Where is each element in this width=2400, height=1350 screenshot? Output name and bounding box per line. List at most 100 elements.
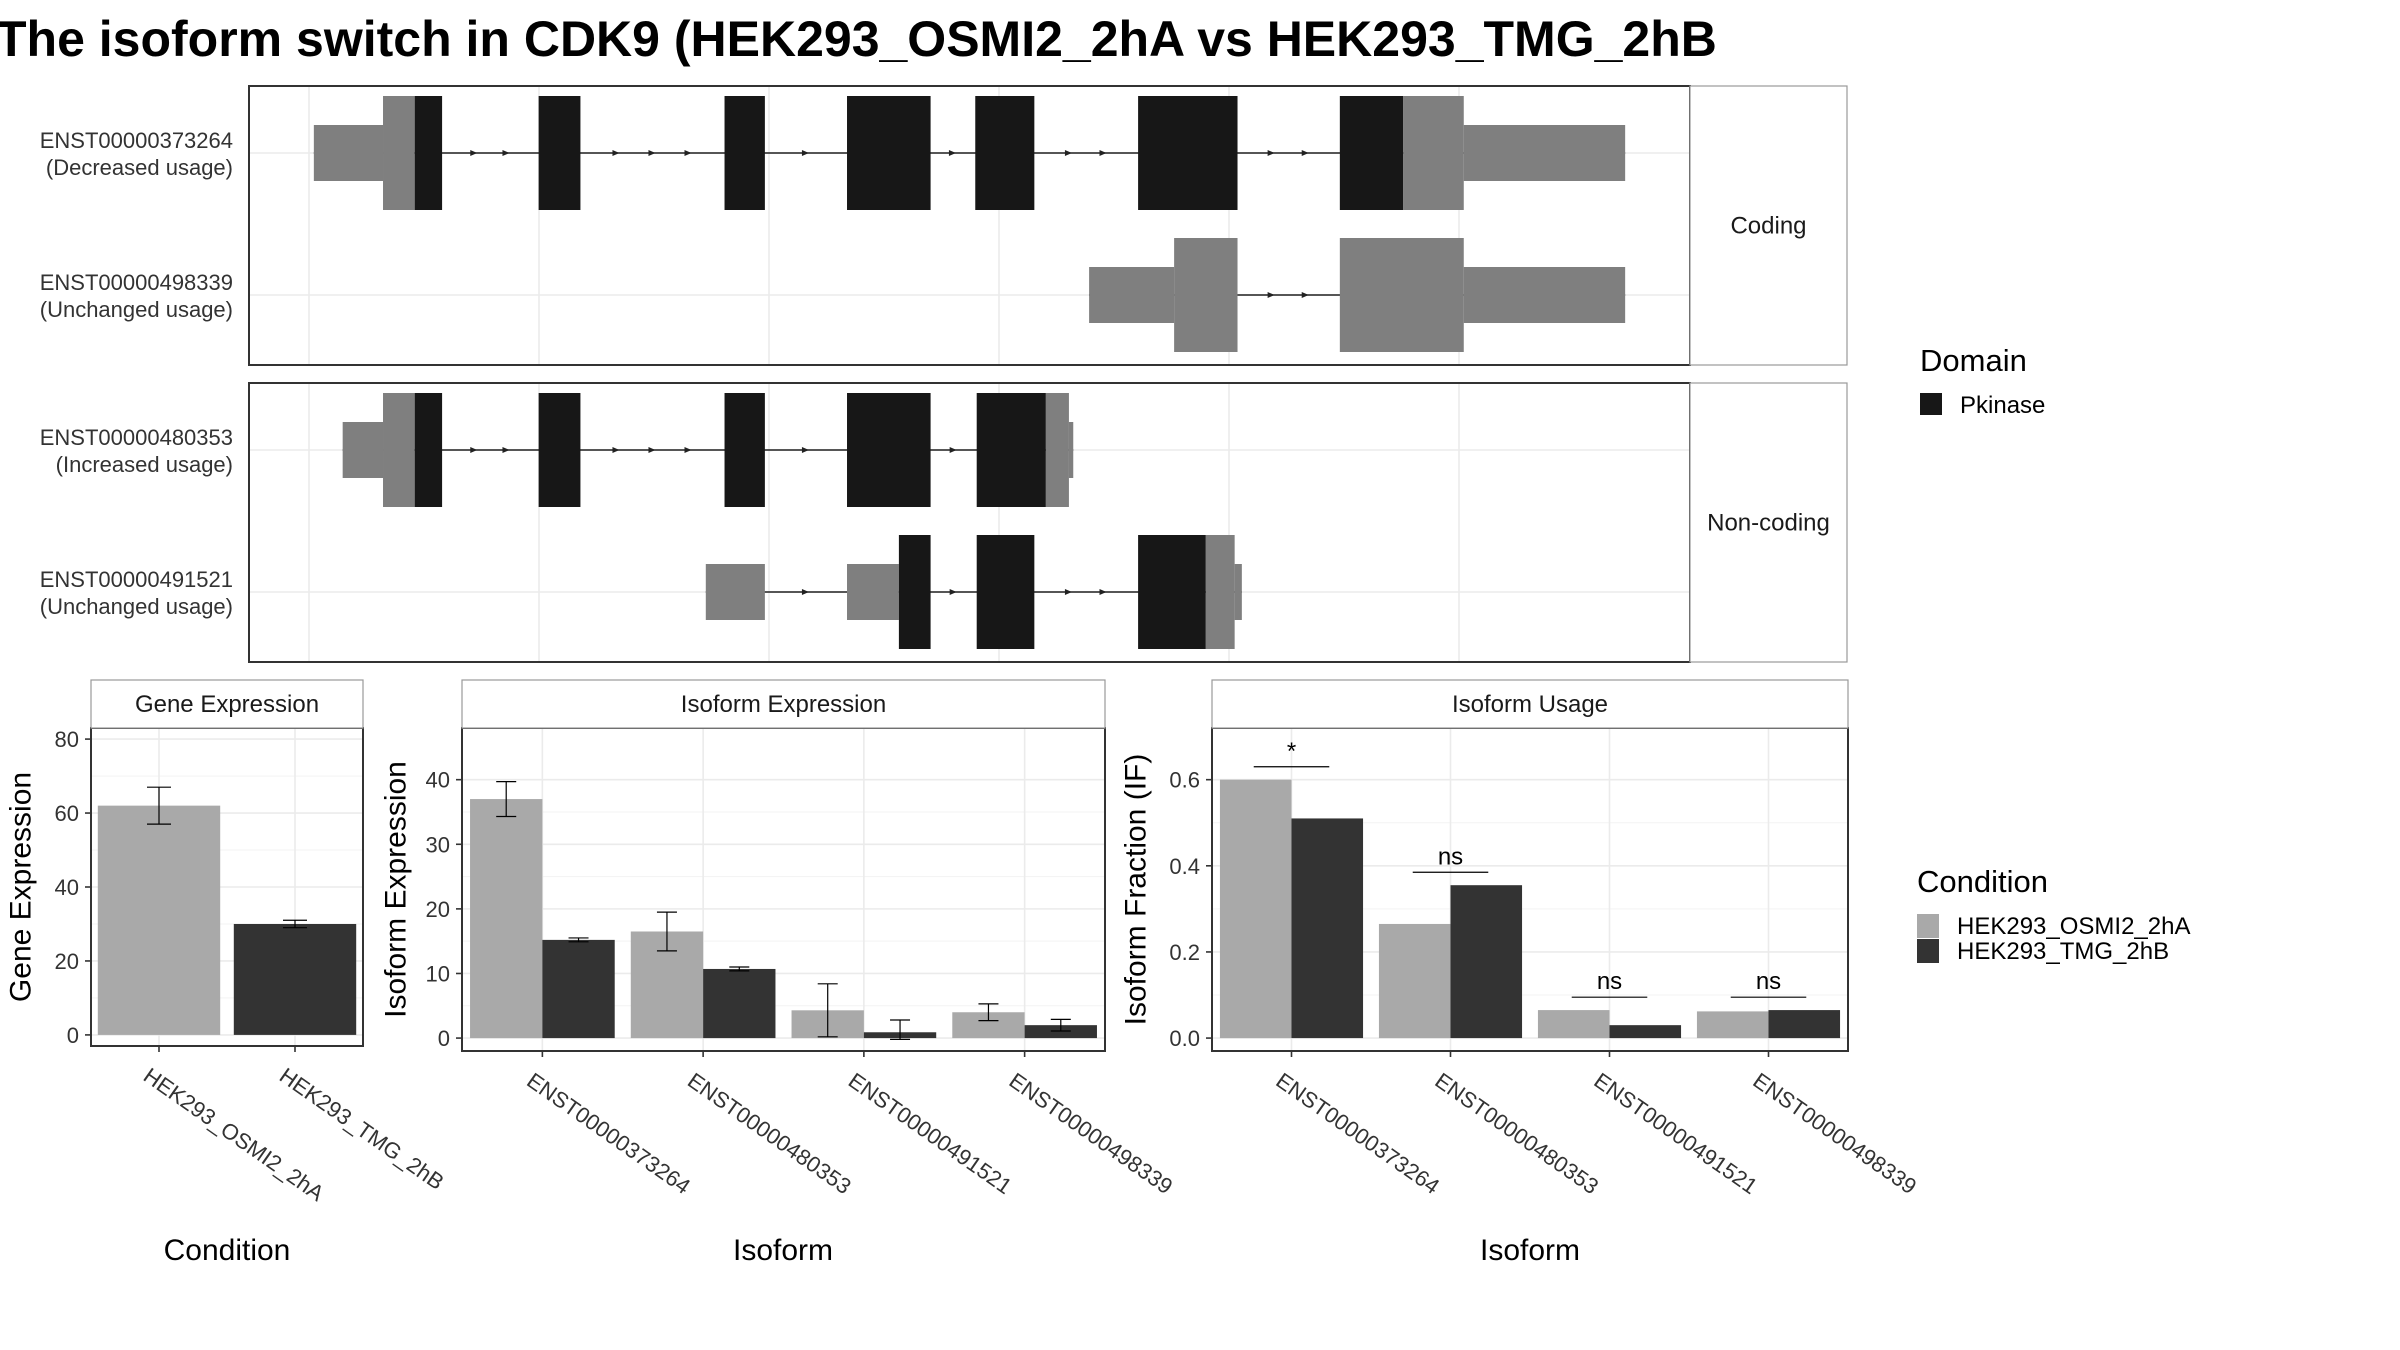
bar-ENST00000373264-series-1 (542, 939, 615, 1039)
x-axis-title: Isoform (733, 1234, 833, 1267)
transcript-ENST00000480353 (342, 393, 1074, 507)
intron-arrow (684, 447, 692, 453)
exon-utr (1339, 238, 1464, 352)
y-tick-label: 80 (55, 727, 79, 752)
intron-arrow (1064, 589, 1072, 595)
intron-arrow (801, 447, 809, 453)
significance-label: * (1287, 738, 1296, 765)
chart-1: 0 10 20 30 40 Isoform Expression ENST000003732… (380, 679, 1178, 1267)
exon-utr (1234, 564, 1242, 620)
transcript-usage-label: (Increased usage) (56, 452, 233, 477)
bar-ENST00000498339-series-0 (1696, 1011, 1769, 1039)
bar-ENST00000480353-series-1 (703, 968, 776, 1039)
exon-domain (538, 96, 581, 210)
transcript-ENST00000491521 (705, 535, 1242, 649)
x-axis-title: Isoform (1480, 1234, 1580, 1267)
x-tick-label: ENST00000498339 (1005, 1068, 1178, 1199)
y-tick-label: 60 (55, 801, 79, 826)
domain-legend-title: Domain (1920, 343, 2027, 378)
transcript-id-label: ENST00000491521 (40, 567, 233, 592)
domain-legend-label: Pkinase (1960, 392, 2045, 419)
intron-arrow (648, 150, 656, 156)
domain-legend-swatch (1920, 393, 1942, 415)
intron-arrow (612, 150, 620, 156)
x-tick-label: ENST00000373264 (522, 1068, 695, 1199)
exon-utr (383, 393, 415, 507)
significance-label: ns (1756, 968, 1781, 995)
condition-legend-swatch (1917, 939, 1939, 963)
exon-utr (847, 564, 899, 620)
exon-utr (313, 125, 384, 181)
y-tick-label: 0 (438, 1026, 450, 1051)
intron-arrow (648, 447, 656, 453)
exon-domain (898, 535, 931, 649)
y-tick-label: 40 (426, 768, 450, 793)
condition-legend-swatch (1917, 914, 1939, 938)
intron-arrow (1267, 150, 1275, 156)
exon-utr (1463, 267, 1626, 323)
exon-utr (383, 96, 415, 210)
x-tick-label: ENST00000498339 (1748, 1068, 1921, 1199)
intron-arrow (948, 150, 956, 156)
chart-strip (461, 679, 1106, 729)
exon-domain (1138, 535, 1206, 649)
facet-strip-label: Coding (1730, 213, 1806, 240)
bar-HEK293_OSMI2_2hA (97, 805, 221, 1035)
condition-legend-title: Condition (1917, 864, 2048, 899)
y-tick-label: 20 (426, 897, 450, 922)
exon-domain (724, 96, 765, 210)
intron-arrow (949, 589, 957, 595)
y-axis-title: Isoform Expression (380, 761, 413, 1018)
intron-arrow (502, 150, 510, 156)
chart-strip-title: Isoform Usage (1452, 691, 1608, 718)
intron-arrow (1099, 589, 1107, 595)
facet-strip-label: Non-coding (1707, 510, 1830, 537)
y-tick-label: 30 (426, 832, 450, 857)
exon-utr (1045, 393, 1069, 507)
exon-domain (1339, 96, 1404, 210)
transcript-id-label: ENST00000373264 (40, 128, 233, 153)
bar-ENST00000491521-series-0 (1537, 1010, 1610, 1039)
intron-arrow (470, 150, 478, 156)
structure-facet-1: ENST00000480353(Increased usage) ENST0000… (40, 382, 1848, 663)
exon-domain (847, 96, 931, 210)
condition-legend-label: HEK293_OSMI2_2hA (1957, 913, 2190, 940)
intron-arrow (801, 589, 809, 595)
facet-strip (1689, 382, 1848, 663)
transcript-structure-plot: ENST00000373264(Decreased usage) ENST0000… (40, 85, 1848, 663)
exon-domain (724, 393, 765, 507)
exon-domain (847, 393, 931, 507)
exon-utr (1068, 422, 1074, 478)
y-tick-label: 40 (55, 875, 79, 900)
intron-arrow (1301, 150, 1309, 156)
significance-label: ns (1438, 843, 1463, 870)
bar-ENST00000498339-series-1 (1024, 1025, 1097, 1039)
bar-ENST00000491521-series-1 (1609, 1025, 1682, 1039)
exon-domain (538, 393, 581, 507)
bar-HEK293_TMG_2hB (233, 923, 357, 1035)
exon-utr (1089, 267, 1175, 323)
transcript-ENST00000373264 (313, 96, 1626, 210)
x-tick-label: ENST00000480353 (1430, 1068, 1603, 1199)
y-tick-label: 20 (55, 949, 79, 974)
intron-arrow (1064, 150, 1072, 156)
transcript-id-label: ENST00000498339 (40, 270, 233, 295)
domain-legend: Domain Pkinase (1920, 343, 2045, 419)
exon-domain (414, 96, 443, 210)
chart-strip-title: Gene Expression (135, 691, 319, 718)
y-tick-label: 10 (426, 961, 450, 986)
exon-domain (976, 393, 1046, 507)
exon-utr (1463, 125, 1626, 181)
intron-arrow (949, 447, 957, 453)
exon-domain (976, 535, 1035, 649)
exon-domain (414, 393, 443, 507)
intron-arrow (502, 447, 510, 453)
exon-domain (975, 96, 1035, 210)
facet-background (249, 383, 1690, 662)
bar-ENST00000373264-series-1 (1291, 818, 1364, 1039)
transcript-usage-label: (Unchanged usage) (40, 297, 233, 322)
y-tick-label: 0.2 (1169, 940, 1200, 965)
y-tick-label: 0.0 (1169, 1026, 1200, 1051)
bar-ENST00000480353-series-1 (1450, 885, 1523, 1039)
x-tick-label: ENST00000480353 (683, 1068, 856, 1199)
